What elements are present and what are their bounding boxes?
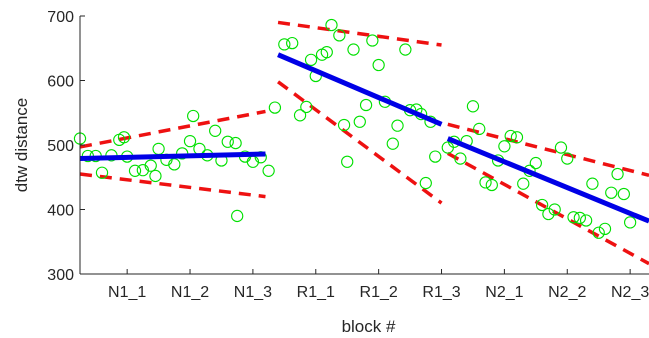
- data-point: [359, 98, 373, 112]
- data-point: [372, 58, 385, 72]
- data-point: [535, 198, 549, 212]
- data-point: [193, 142, 206, 156]
- confidence-interval-lines: [79, 20, 649, 266]
- data-point: [136, 164, 150, 177]
- data-point: [454, 152, 467, 165]
- x-tick-label: N1_3: [234, 284, 272, 301]
- data-point: [567, 211, 580, 224]
- data-point: [611, 167, 624, 181]
- fit-line: [277, 52, 443, 127]
- ci-line: [277, 80, 443, 205]
- data-point: [510, 131, 524, 144]
- data-point: [320, 45, 333, 59]
- x-tick-label: N2_3: [611, 284, 649, 301]
- fit-lines: [79, 52, 649, 224]
- data-point: [466, 100, 480, 113]
- y-tick-labels: 300 400 500 600 700: [47, 9, 85, 284]
- fit-line: [79, 151, 266, 162]
- ci-line: [446, 151, 649, 266]
- data-point: [419, 176, 432, 190]
- data-point: [473, 122, 486, 136]
- ci-line: [79, 109, 266, 149]
- data-point: [617, 187, 631, 201]
- ci-line: [79, 172, 266, 199]
- data-point: [300, 100, 313, 114]
- x-tick-label: R1_3: [422, 284, 460, 301]
- data-point: [128, 164, 142, 177]
- x-tick-label: N2_1: [485, 284, 523, 301]
- data-point: [304, 53, 318, 67]
- y-tick-label: 400: [47, 203, 74, 220]
- data-point: [586, 177, 599, 190]
- data-point: [183, 134, 197, 148]
- x-tick-label: N2_2: [548, 284, 586, 301]
- data-points: [73, 18, 637, 239]
- ci-line: [277, 20, 442, 47]
- data-point: [623, 216, 637, 229]
- data-point: [209, 124, 222, 137]
- data-point: [485, 178, 498, 192]
- y-tick-label: 700: [47, 9, 74, 26]
- data-point: [573, 211, 586, 225]
- y-tick-label: 500: [47, 138, 74, 155]
- data-point: [229, 136, 242, 150]
- data-point: [221, 135, 234, 148]
- data-point: [366, 34, 379, 47]
- data-point: [337, 118, 351, 132]
- data-point: [341, 155, 354, 168]
- data-point: [286, 36, 299, 50]
- data-point: [152, 142, 165, 156]
- data-point: [429, 150, 442, 163]
- data-point: [231, 209, 244, 223]
- data-point: [592, 226, 605, 239]
- x-tick-label: N1_1: [108, 284, 146, 301]
- data-point: [441, 141, 454, 154]
- ci-line: [447, 122, 649, 178]
- data-point: [262, 164, 275, 177]
- plot-area: [73, 18, 649, 266]
- data-point: [479, 176, 492, 189]
- data-point: [554, 141, 568, 154]
- data-point: [353, 115, 366, 128]
- data-point: [529, 156, 542, 170]
- fit-line: [446, 136, 649, 224]
- x-tick-label: N1_2: [171, 284, 209, 301]
- data-point: [268, 101, 282, 114]
- data-point: [399, 43, 412, 56]
- data-point: [176, 147, 189, 160]
- data-point: [598, 222, 612, 235]
- y-tick-label: 600: [47, 74, 74, 91]
- data-point: [325, 18, 338, 32]
- data-point: [386, 137, 399, 150]
- x-tick-label: R1_1: [297, 284, 335, 301]
- data-point: [187, 109, 200, 123]
- data-point: [391, 119, 404, 132]
- data-point: [95, 166, 109, 179]
- data-point: [293, 109, 307, 122]
- data-point: [561, 152, 574, 165]
- x-tick-label: R1_2: [360, 284, 398, 301]
- data-point: [168, 158, 181, 171]
- data-point: [542, 207, 555, 221]
- x-tick-labels: N1_1 N1_2 N1_3 R1_1 R1_2 R1_3 N2_1 N2_2 N2_3: [108, 269, 649, 301]
- data-point: [149, 169, 162, 183]
- y-tick-label: 300: [47, 267, 74, 284]
- data-point: [333, 29, 346, 42]
- x-axis-label: block #: [342, 317, 396, 336]
- y-axis-label: dtw distance: [12, 98, 31, 193]
- data-point: [117, 131, 131, 144]
- data-point: [548, 203, 561, 216]
- data-point: [498, 140, 511, 153]
- data-point: [579, 214, 593, 227]
- data-point: [504, 129, 517, 143]
- data-point: [347, 43, 360, 56]
- data-point: [278, 38, 291, 51]
- data-point: [605, 186, 618, 199]
- data-point: [144, 159, 157, 172]
- data-point: [517, 177, 530, 190]
